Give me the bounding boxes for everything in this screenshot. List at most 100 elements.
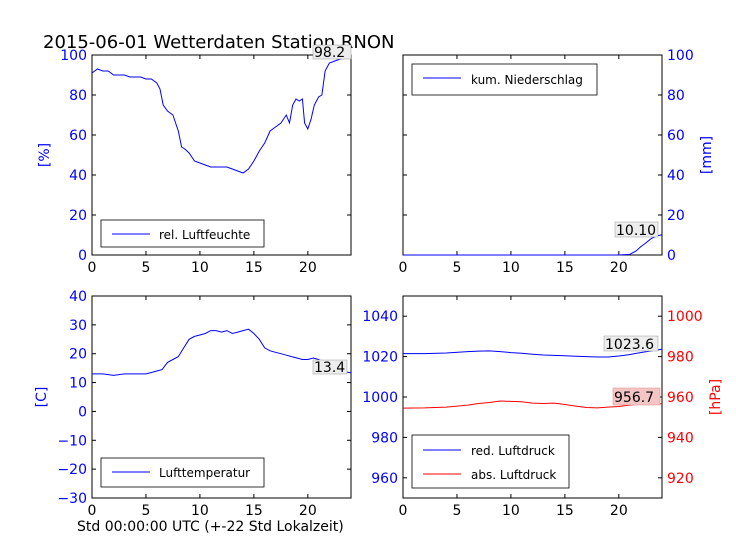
- x-tick-label: 10: [191, 260, 209, 276]
- y-tick-label: 20: [69, 208, 87, 224]
- annotation-box: [312, 359, 348, 375]
- y-tick-label: 1020: [362, 350, 398, 366]
- panel-temperature: 0 5 10 15 20 −30 −20 −10 0 10 20 30 40 [C] Lufttemp…: [34, 289, 352, 519]
- y-ticks-precipitation: 0 20 40 60 80 100: [403, 48, 694, 264]
- y-tick-label: 10: [69, 376, 87, 392]
- y-tick-label: 30: [69, 318, 87, 334]
- y-tick-label-right: 960: [667, 390, 694, 406]
- x-tick-label: 5: [141, 260, 150, 276]
- x-ticks-pressure: 0 5 10 15 20: [399, 296, 628, 519]
- pressure-ylabel: [hPa]: [708, 379, 724, 415]
- y-tick-label: 40: [69, 289, 87, 305]
- x-tick-label: 10: [502, 260, 520, 276]
- precipitation-annotation: 10.10: [614, 221, 659, 239]
- y-tick-label: 0: [78, 248, 87, 264]
- y-tick-label: 40: [69, 168, 87, 184]
- y-tick-label: 20: [667, 208, 685, 224]
- x-tick-label: 0: [399, 260, 408, 276]
- y-tick-label: 40: [667, 168, 685, 184]
- y-tick-label: 0: [78, 404, 87, 420]
- y-ticks-pressure-right: 920 940 960 980 1000: [667, 309, 703, 487]
- y-tick-label-right: 920: [667, 471, 694, 487]
- y-tick-label-right: 980: [667, 350, 694, 366]
- x-tick-label: 5: [452, 503, 461, 519]
- x-tick-label: 15: [556, 260, 574, 276]
- x-tick-label: 20: [610, 260, 628, 276]
- x-tick-label: 15: [245, 503, 263, 519]
- x-tick-label: 0: [88, 503, 97, 519]
- y-ticks-temperature: −30 −20 −10 0 10 20 30 40: [57, 289, 351, 507]
- y-tick-label: −30: [57, 491, 87, 507]
- legend-box: [411, 434, 570, 489]
- humidity-line: [91, 57, 352, 174]
- legend-label-abs-pressure: abs. Luftdruck: [471, 468, 556, 482]
- annotation-box: [312, 44, 352, 60]
- legend-label: Lufttemperatur: [159, 466, 250, 480]
- x-tick-label: 0: [399, 503, 408, 519]
- annotation-text: 98.2: [314, 45, 345, 61]
- annotation-text: 13.4: [314, 360, 345, 376]
- y-tick-label: 960: [371, 471, 398, 487]
- x-tick-label: 15: [556, 503, 574, 519]
- x-ticks-precipitation: 0 5 10 15 20: [399, 55, 628, 276]
- annotation-text: 10.10: [616, 223, 656, 239]
- precipitation-ylabel: [mm]: [699, 136, 715, 174]
- figure-xlabel: Std 00:00:00 UTC (+-22 Std Lokalzeit): [77, 519, 344, 535]
- pressure-annotation-absolute: 956.7: [612, 387, 661, 406]
- y-tick-label: 100: [667, 48, 694, 64]
- annotation-box: [612, 387, 661, 406]
- y-tick-label: −20: [57, 462, 87, 478]
- y-tick-label: 80: [69, 88, 87, 104]
- humidity-ylabel: [%]: [37, 143, 53, 167]
- x-ticks-humidity: 0 5 10 15 20: [88, 55, 317, 276]
- annotation-box: [614, 221, 659, 238]
- pressure-legend: red. Luftdruck abs. Luftdruck: [411, 434, 570, 489]
- y-tick-label: 100: [60, 48, 87, 64]
- x-tick-label: 20: [610, 503, 628, 519]
- x-tick-label: 10: [502, 503, 520, 519]
- temperature-legend: Lufttemperatur: [100, 457, 265, 488]
- x-tick-label: 20: [299, 260, 317, 276]
- y-tick-label: 80: [667, 88, 685, 104]
- x-ticks-temperature: 0 5 10 15 20: [88, 296, 317, 519]
- y-tick-label: −10: [57, 433, 87, 449]
- y-tick-label-right: 940: [667, 430, 694, 446]
- humidity-legend: rel. Luftfeuchte: [100, 219, 265, 248]
- y-ticks-pressure-left: 960 980 1000 1020 1040: [362, 309, 662, 487]
- y-tick-label-right: 1000: [667, 309, 703, 325]
- y-tick-label: 60: [69, 128, 87, 144]
- y-tick-label: 980: [371, 430, 398, 446]
- y-ticks-humidity: 0 20 40 60 80 100: [60, 48, 351, 264]
- figure-title: 2015-06-01 Wetterdaten Station RNON: [43, 32, 394, 53]
- annotation-text: 956.7: [614, 390, 654, 406]
- y-tick-label: 0: [667, 248, 676, 264]
- annotation-box: [603, 335, 659, 352]
- y-tick-label: 60: [667, 128, 685, 144]
- y-tick-label: 1000: [362, 390, 398, 406]
- annotation-text: 1023.6: [605, 337, 654, 353]
- y-tick-label: 20: [69, 347, 87, 363]
- x-tick-label: 15: [245, 260, 263, 276]
- x-tick-label: 5: [452, 260, 461, 276]
- x-tick-label: 20: [299, 503, 317, 519]
- reduced-pressure-line: [403, 348, 663, 358]
- temperature-annotation: 13.4: [312, 359, 348, 376]
- x-tick-label: 0: [88, 260, 97, 276]
- legend-box: [411, 63, 598, 96]
- x-tick-label: 10: [191, 503, 209, 519]
- y-tick-label: 1040: [362, 309, 398, 325]
- humidity-annotation: 98.2: [312, 44, 352, 61]
- x-tick-label: 5: [141, 503, 150, 519]
- legend-label-red-pressure: red. Luftdruck: [471, 444, 555, 458]
- absolute-pressure-line: [402, 400, 663, 409]
- pressure-annotation-reduced: 1023.6: [603, 335, 659, 353]
- precipitation-legend: kum. Niederschlag: [411, 63, 598, 96]
- legend-label: rel. Luftfeuchte: [159, 228, 250, 242]
- temperature-ylabel: [C]: [34, 387, 50, 408]
- panel-humidity: 0 5 10 15 20 0 20 40 60 80 100 [%] rel. Luftfeuch…: [37, 44, 352, 276]
- panel-precipitation: 0 5 10 15 20 0 20 40 60 80 100 [mm] kum. Niedersc…: [399, 48, 715, 276]
- panel-pressure: 0 5 10 15 20 960 980 1000 1020 1040 920 940 960 980…: [362, 295, 724, 519]
- temperature-line: [92, 328, 352, 376]
- legend-label: kum. Niederschlag: [471, 73, 583, 87]
